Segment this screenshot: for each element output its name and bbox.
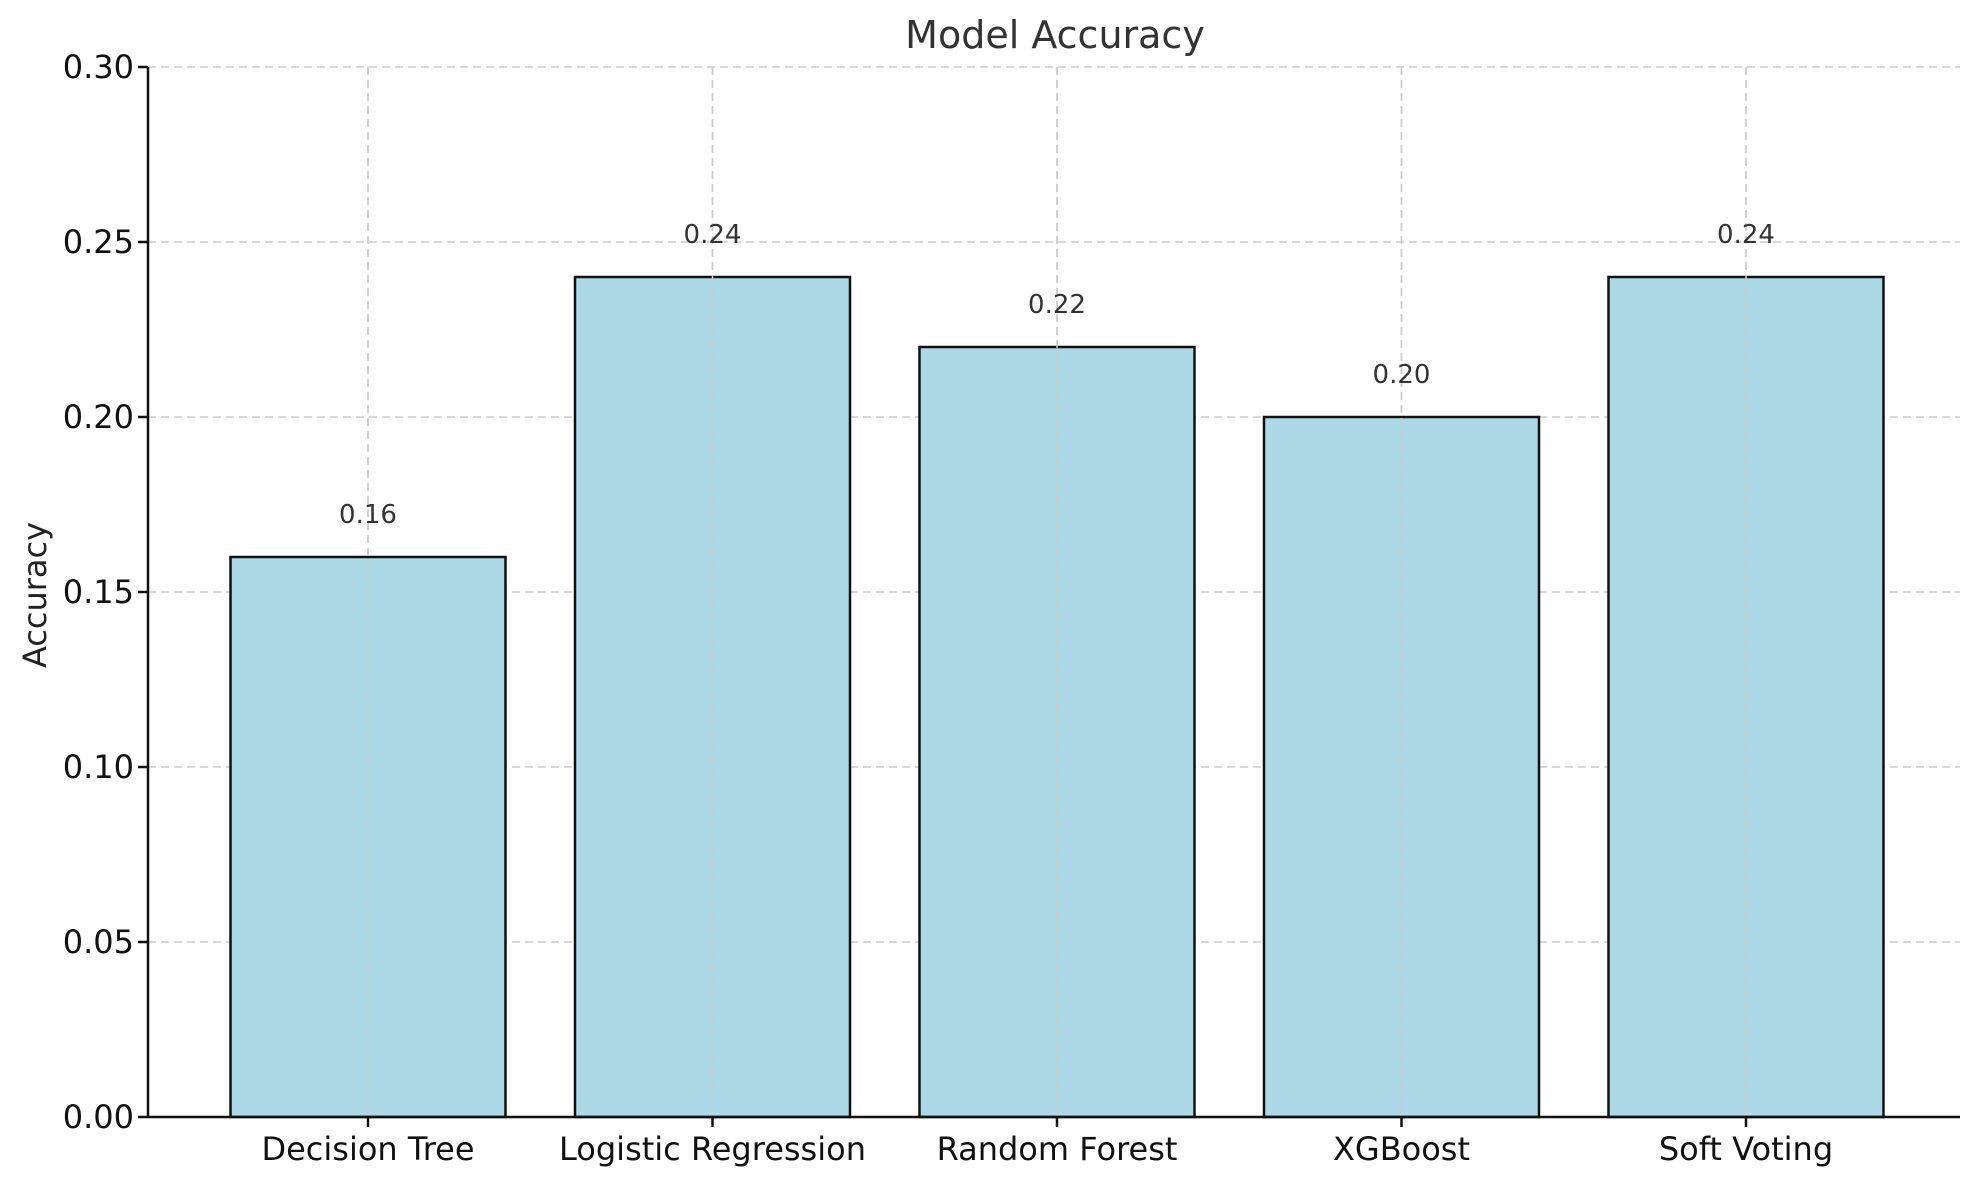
y-axis-label: Accuracy (16, 522, 54, 668)
bar-value-label: 0.24 (1717, 220, 1775, 250)
y-tick-label: 0.10 (63, 748, 134, 786)
y-tick-label: 0.05 (63, 923, 134, 961)
x-tick-label: Random Forest (937, 1130, 1178, 1168)
axes (138, 65, 1960, 1127)
y-tick-label: 0.30 (63, 48, 134, 86)
labels: 0.00 0.05 0.10 0.15 0.20 0.25 0.30 Decision Tre… (63, 48, 1833, 1168)
bar-value-label: 0.20 (1373, 360, 1431, 390)
bar-value-label: 0.16 (339, 500, 397, 530)
bar-value-label: 0.22 (1028, 290, 1086, 320)
bar-value-label: 0.24 (684, 220, 742, 250)
y-tick-label: 0.20 (63, 398, 134, 436)
x-tick-label: XGBoost (1333, 1130, 1470, 1168)
y-tick-label: 0.15 (63, 573, 134, 611)
y-tick-label: 0.00 (63, 1098, 134, 1136)
x-tick-label: Decision Tree (261, 1130, 474, 1168)
x-tick-label: Logistic Regression (559, 1130, 866, 1168)
x-tick-label: Soft Voting (1659, 1130, 1833, 1168)
bar (1262, 415, 1541, 1119)
chart-title: Model Accuracy (905, 13, 1205, 57)
y-tick-label: 0.25 (63, 223, 134, 261)
